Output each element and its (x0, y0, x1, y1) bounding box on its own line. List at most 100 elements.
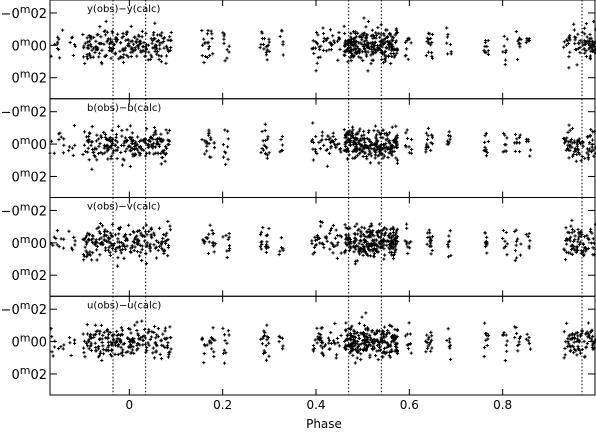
data-point (95, 158, 99, 162)
data-point (483, 38, 488, 43)
data-point (87, 33, 91, 38)
data-point (346, 157, 350, 161)
data-point (448, 357, 453, 362)
data-point (370, 28, 374, 32)
data-point (59, 135, 63, 139)
data-point (111, 149, 116, 153)
data-point (376, 129, 380, 133)
data-point (321, 341, 325, 345)
data-point (122, 144, 126, 148)
data-point (137, 46, 141, 50)
data-point (526, 235, 530, 239)
data-point (311, 140, 316, 145)
data-point (386, 155, 390, 160)
data-point (117, 337, 121, 341)
data-point (81, 332, 85, 336)
data-point (580, 154, 584, 159)
data-point (486, 337, 490, 341)
data-point (353, 155, 358, 159)
data-point (390, 335, 394, 339)
data-point (373, 332, 377, 337)
data-point (503, 359, 507, 363)
data-point (311, 344, 316, 348)
data-point (327, 151, 332, 155)
data-point (311, 121, 315, 125)
data-point (92, 333, 96, 337)
data-point (428, 340, 432, 344)
data-point (54, 236, 58, 241)
data-point (280, 134, 284, 139)
data-point (106, 37, 111, 41)
data-point (517, 150, 522, 154)
data-point (344, 132, 348, 136)
data-point (156, 151, 160, 156)
data-point (590, 337, 594, 341)
data-point (359, 246, 363, 250)
data-point (343, 44, 347, 48)
data-point (482, 48, 486, 52)
data-point (382, 33, 386, 37)
data-point (404, 53, 408, 57)
data-point (280, 336, 285, 340)
data-point (111, 338, 116, 342)
data-point (353, 361, 357, 365)
data-point (502, 34, 506, 38)
data-point (210, 228, 214, 233)
data-point (368, 353, 372, 357)
data-point (150, 41, 154, 45)
data-point (429, 43, 433, 47)
data-point (513, 249, 518, 253)
data-point (384, 40, 388, 44)
data-point (342, 24, 346, 28)
data-point (485, 251, 489, 255)
data-point (104, 336, 108, 340)
data-point (164, 44, 168, 48)
y-tick-label-sup: m (20, 200, 31, 213)
data-point (119, 340, 123, 344)
data-point (113, 143, 117, 148)
data-point (221, 326, 225, 330)
data-point (212, 244, 216, 248)
data-point (97, 354, 102, 358)
data-point (311, 39, 315, 43)
data-point (430, 249, 434, 253)
data-point (564, 340, 568, 344)
data-point (129, 50, 133, 55)
data-point (446, 327, 450, 331)
data-point (360, 315, 364, 319)
y-tick-label-part: −0 (1, 7, 20, 22)
data-point (390, 47, 394, 51)
data-point (200, 137, 204, 142)
data-point (128, 327, 132, 331)
data-point (350, 37, 354, 41)
data-point (135, 348, 139, 352)
data-point (373, 43, 377, 47)
data-point (98, 141, 102, 146)
data-point (360, 32, 364, 36)
data-point (366, 145, 370, 149)
data-point (387, 139, 391, 144)
data-point (314, 40, 318, 44)
data-point (73, 143, 77, 147)
data-point (113, 352, 117, 356)
data-point (331, 223, 335, 228)
data-point (376, 235, 381, 239)
data-point (403, 40, 408, 44)
data-point (485, 235, 489, 239)
data-point (263, 151, 268, 156)
data-point (126, 144, 130, 148)
data-point (261, 352, 266, 356)
data-point (259, 230, 263, 234)
data-point (222, 361, 227, 365)
data-point (365, 345, 370, 349)
data-point (124, 350, 128, 354)
data-point (321, 32, 326, 36)
data-point (388, 147, 393, 151)
data-point (100, 358, 104, 363)
data-point (361, 233, 365, 237)
data-point (483, 44, 487, 48)
data-point (331, 242, 335, 246)
data-point (95, 227, 99, 231)
data-point (102, 42, 106, 46)
data-point (141, 338, 145, 342)
